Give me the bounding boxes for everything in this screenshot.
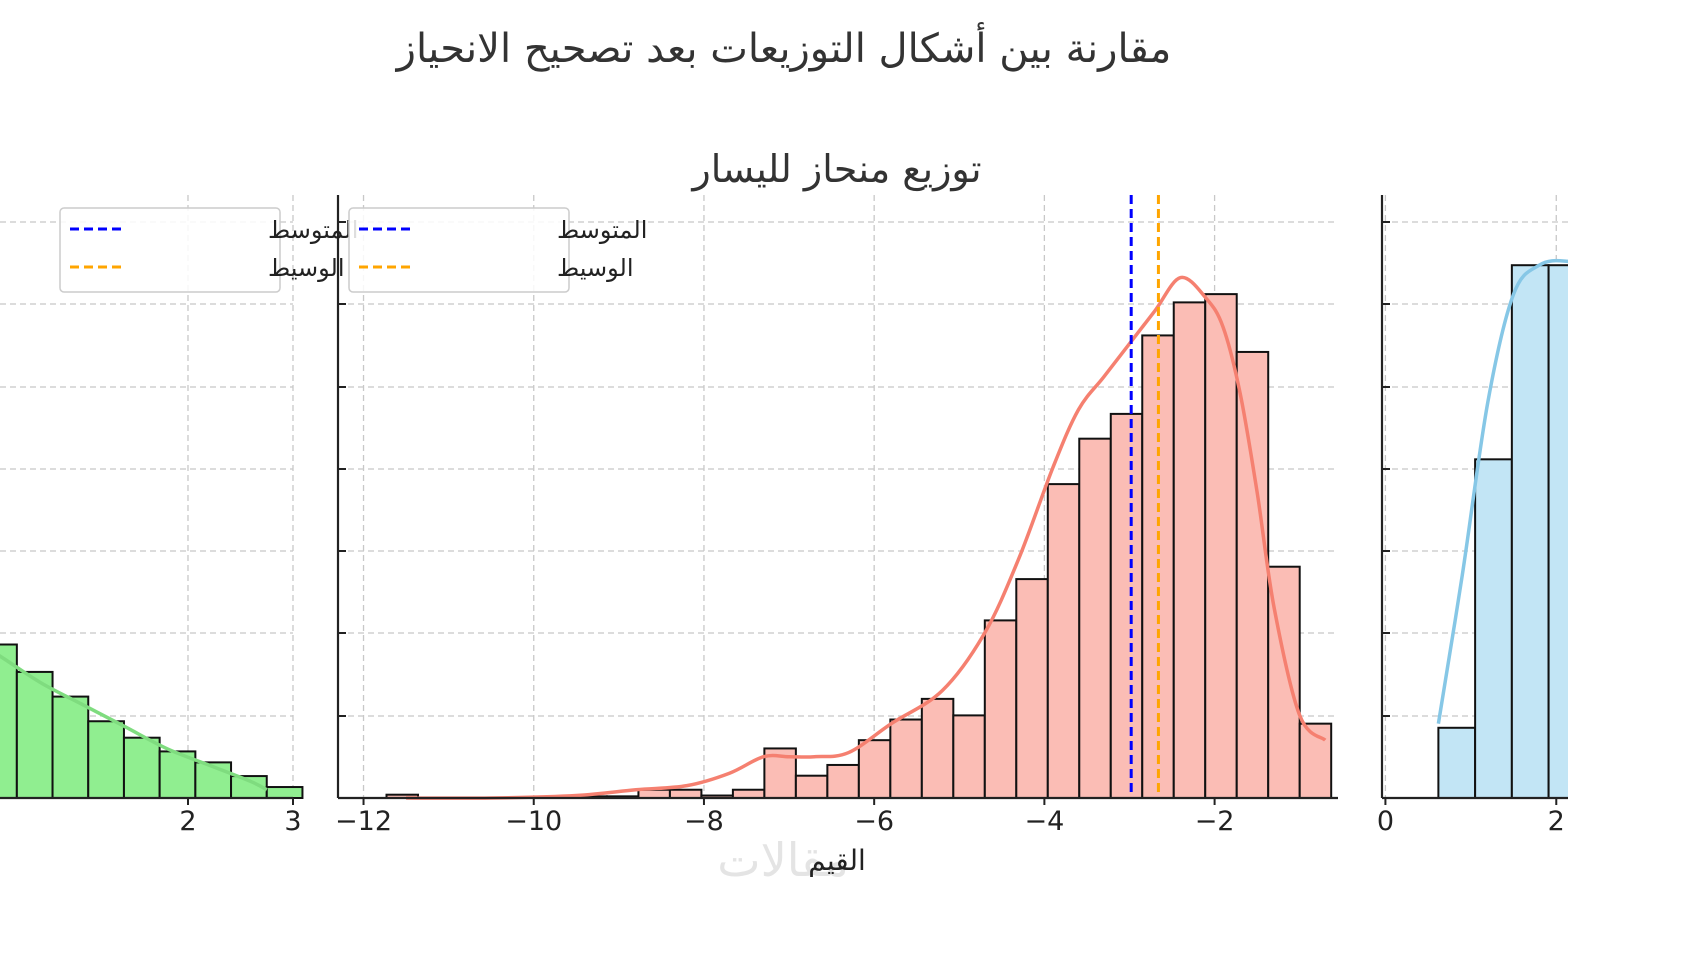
histogram-bar [15,670,54,799]
x-tick-label: 2 [1548,806,1565,837]
legend-box: المتوسط الوسيط [59,207,358,293]
histogram-bar [668,788,703,800]
histogram-bar [1078,437,1112,799]
histogram-bar [1547,264,1568,799]
x-tick-label: 2 [179,806,196,837]
chart-title: توزيع منحاز لليسار [690,147,981,192]
histogram-bar [794,774,829,800]
histogram-bar [265,786,304,800]
legend-frame [59,207,281,293]
histogram-bar [1437,726,1477,799]
histogram-bar [731,788,766,800]
x-ticks: −12 −10 −8 −6 −4 −2 [335,798,1235,837]
histogram-bars [1437,264,1568,799]
axes-spines [1380,195,1568,800]
figure-svg: مقارنة بين أشكال التوزيعات بعد تصحيح الا… [0,22,1568,880]
reference-lines [1129,195,1160,798]
histogram-bar [920,697,955,799]
figure-suptitle: مقارنة بين أشكال التوزيعات بعد تصحيح الا… [395,22,1172,72]
histogram-bar [1172,301,1207,799]
histogram-bar [1235,350,1270,799]
grid-lines [0,195,294,798]
x-tick-label: −2 [1195,806,1235,837]
axes-spines [336,195,1338,800]
legend-frame [348,207,570,293]
x-tick-label: −12 [335,806,392,837]
histogram-bar [1046,483,1081,799]
histogram-bar [637,788,671,800]
x-tick-label: 3 [284,806,301,837]
histogram-bars [0,643,304,800]
histogram-bar [983,619,1018,799]
histogram-bar [1204,293,1238,799]
kde-curve [1436,258,1568,724]
legend-label: المتوسط [557,216,647,244]
chart-panel-middle: توزيع منحاز لليسار −12 −10 −8 −6 −4 −2 المتوس… [335,147,1338,880]
histogram-bar [889,718,923,800]
histogram-bar [1510,264,1550,799]
histogram-bar [826,763,860,800]
legend-box: المتوسط الوسيط [348,207,647,293]
histogram-bar [122,736,161,800]
histogram-bar [1109,412,1144,799]
x-axis-label: القيم [808,844,866,877]
x-tick-label: −10 [505,806,562,837]
watermark-text: مقالات [717,833,848,880]
histogram-bar [1015,578,1049,799]
figure-canvas: مقارنة بين أشكال التوزيعات بعد تصحيح الا… [0,22,1568,880]
histogram-bars [385,293,1333,800]
histogram-bar [51,695,90,799]
x-tick-label: −4 [1024,806,1064,837]
kde-curve [406,275,1327,800]
histogram-bar [87,720,125,799]
kde-curve [0,654,268,792]
x-tick-label: −8 [684,806,724,837]
legend-label: المتوسط [268,216,358,244]
legend-label: الوسيط [557,254,634,282]
x-tick-label: −6 [854,806,894,837]
x-tick-label: 0 [1377,806,1394,837]
histogram-bar [952,714,986,800]
legend-label: الوسيط [268,254,345,282]
histogram-bar [857,739,892,800]
histogram-bar [1474,458,1513,799]
